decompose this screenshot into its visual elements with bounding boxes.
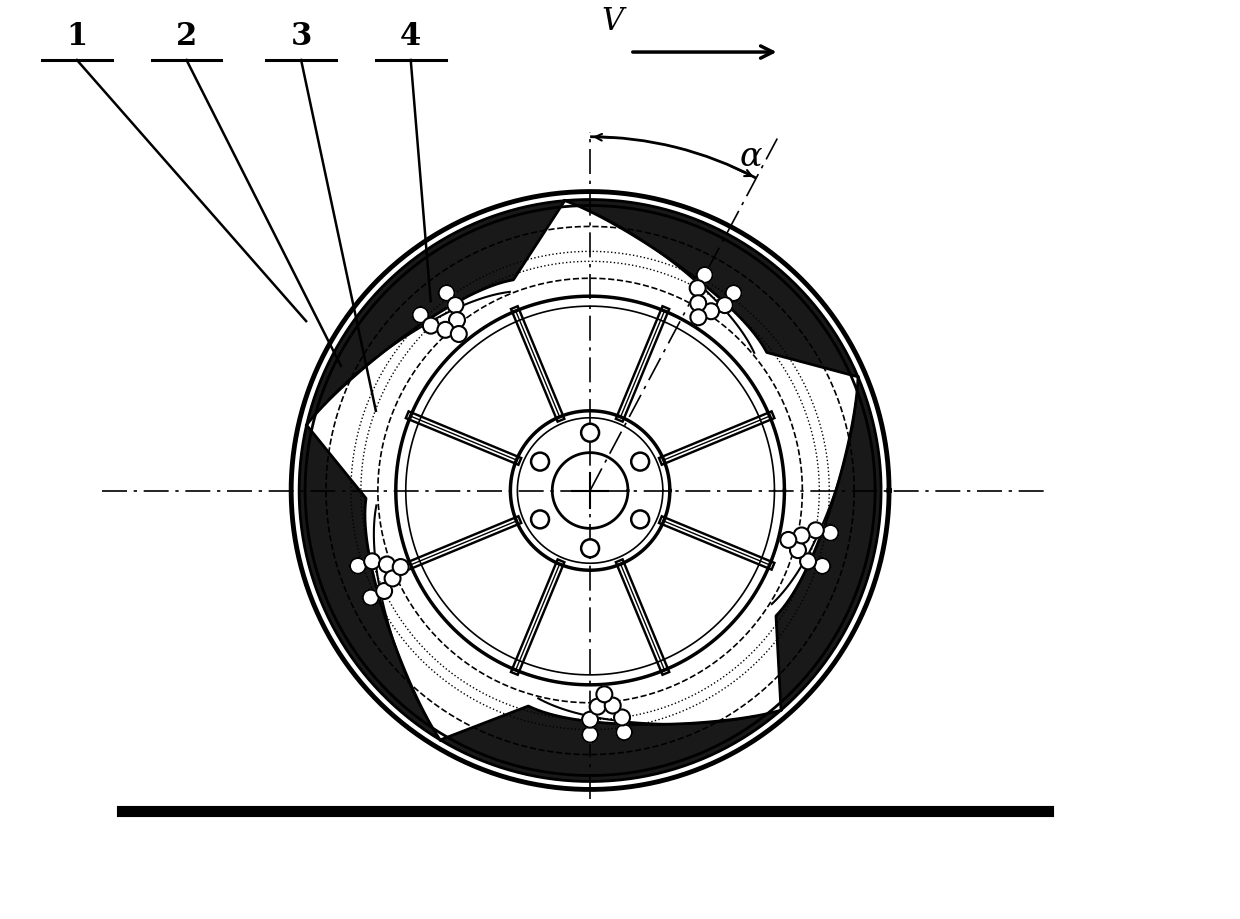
Circle shape: [376, 583, 392, 599]
Circle shape: [438, 322, 454, 338]
Circle shape: [451, 326, 466, 342]
Circle shape: [691, 295, 707, 312]
Circle shape: [616, 724, 632, 740]
Circle shape: [790, 542, 806, 558]
Text: 2: 2: [176, 21, 197, 52]
Circle shape: [384, 571, 401, 586]
Text: α: α: [739, 142, 761, 173]
Text: 3: 3: [290, 21, 311, 52]
Circle shape: [691, 310, 707, 325]
Circle shape: [780, 532, 796, 548]
Polygon shape: [306, 200, 564, 425]
Circle shape: [582, 424, 599, 442]
Polygon shape: [440, 706, 781, 781]
Circle shape: [631, 453, 649, 471]
Circle shape: [582, 711, 598, 728]
Circle shape: [605, 698, 621, 713]
Circle shape: [807, 522, 823, 539]
Circle shape: [717, 297, 733, 313]
Circle shape: [703, 303, 719, 319]
Circle shape: [393, 559, 409, 575]
Circle shape: [363, 590, 378, 606]
Polygon shape: [776, 377, 882, 710]
Circle shape: [725, 285, 742, 301]
Circle shape: [794, 528, 810, 543]
Circle shape: [423, 318, 439, 334]
Circle shape: [689, 280, 706, 296]
Circle shape: [582, 727, 598, 743]
Circle shape: [614, 709, 630, 725]
Circle shape: [582, 539, 599, 557]
Circle shape: [822, 525, 838, 540]
Circle shape: [413, 307, 429, 323]
Circle shape: [590, 698, 605, 715]
Text: V: V: [601, 6, 622, 37]
Circle shape: [596, 686, 613, 702]
Circle shape: [531, 453, 549, 471]
Circle shape: [350, 558, 366, 573]
Circle shape: [439, 285, 455, 301]
Circle shape: [449, 312, 465, 328]
Text: 4: 4: [401, 21, 422, 52]
Circle shape: [697, 267, 713, 283]
Circle shape: [800, 553, 816, 570]
Circle shape: [631, 510, 649, 528]
Text: 1: 1: [67, 21, 88, 52]
Polygon shape: [299, 425, 440, 740]
Circle shape: [379, 557, 394, 573]
Polygon shape: [564, 199, 858, 377]
Circle shape: [815, 558, 831, 574]
Circle shape: [365, 553, 381, 569]
Circle shape: [448, 297, 464, 313]
Circle shape: [531, 510, 549, 528]
